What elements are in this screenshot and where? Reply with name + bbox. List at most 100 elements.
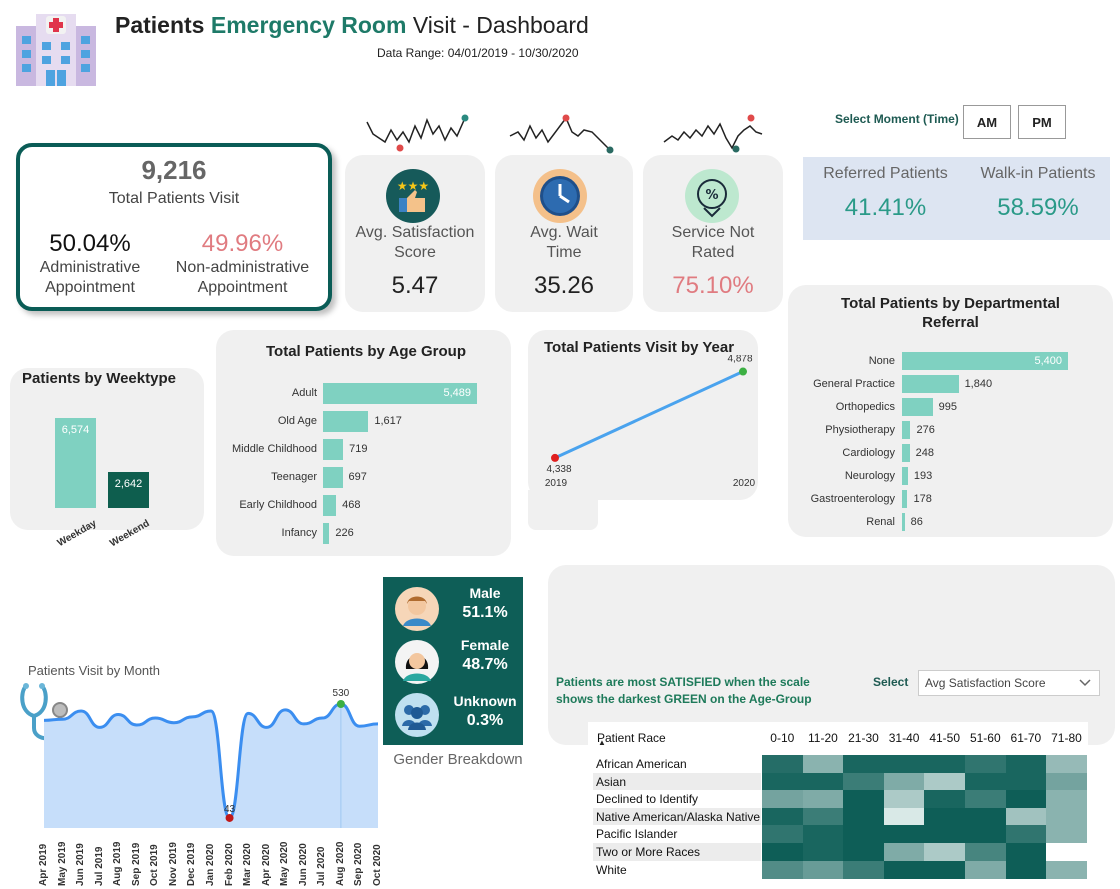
year-card [528,330,758,500]
heatmap-cell-4-1 [802,825,844,844]
kpi-label-1a: Avg. Satisfaction [355,224,475,241]
heatmap-cell-0-2 [843,755,885,774]
am-button[interactable]: AM [963,105,1011,139]
heatmap-cell-1-5 [965,772,1007,791]
monthly-area [44,704,378,828]
pm-button[interactable]: PM [1018,105,1066,139]
heatmap-cell-6-7 [1046,860,1088,879]
heatmap-cell-6-3 [883,860,925,879]
month-tick-16: Aug 2020 [334,841,346,886]
year-tick-0: 2019 [545,478,568,489]
dept-value-2: 995 [938,401,957,413]
dept-value-6: 178 [913,493,932,505]
department-title-1: Total Patients by Departmental [841,295,1060,312]
walkin-label: Walk-in Patients [980,165,1096,182]
dept-cat-1: General Practice [813,378,895,390]
age-bar-4 [323,495,337,516]
hospital-logo-icon [14,12,98,86]
admin-label-2: Appointment [45,279,135,296]
department-card [788,285,1113,537]
age-bar-2 [323,439,344,460]
monthly-min-point [225,813,234,822]
metric-select[interactable]: Avg Satisfaction Score [918,670,1100,696]
heatmap-col-0: 0-10 [770,731,795,745]
heatmap-col-3: 31-40 [888,731,920,745]
heatmap-note-2: shows the darkest GREEN on the Age-Group [556,692,812,706]
sparkline-not-rated [663,114,763,153]
total-visits-card [16,143,332,311]
heatmap-cell-4-6 [1005,825,1047,844]
month-tick-2: Jun 2019 [75,843,87,886]
heatmap-cell-1-2 [843,772,885,791]
age-cat-3: Teenager [271,471,317,483]
heatmap-cell-2-2 [843,790,885,809]
year-value-0: 4,338 [546,464,571,475]
dept-bar-1 [902,375,959,393]
dept-value-7: 86 [910,516,923,528]
heatmap-row-band-5 [593,843,761,861]
heatmap-cell-1-4 [924,772,966,791]
heatmap-note-1: Patients are most SATISFIED when the sca… [556,675,810,689]
heatmap-row-4: Pacific Islander [596,827,678,842]
monthly-title: Patients Visit by Month [28,663,160,678]
heatmap-col-4: 41-50 [929,731,961,745]
heatmap-cell-1-6 [1005,772,1047,791]
heatmap-cell-2-0 [762,790,804,809]
page-title: Patients Emergency Room Visit - Dashboar… [115,12,589,39]
sparkline-wait-time [509,114,614,154]
sparkline-satisfaction [366,114,469,152]
heatmap-cell-6-4 [924,860,966,879]
heatmap-cell-5-2 [843,843,885,862]
heatmap-cell-3-5 [965,807,1007,826]
monthly-max-label: 530 [333,688,350,699]
chevron-down-icon [1079,679,1091,687]
monthly-chart: 43 530 [43,688,379,828]
age-group-card [216,330,511,556]
sort-arrow-icon[interactable]: ▲ [598,738,606,747]
month-tick-8: Dec 2019 [186,842,198,886]
heatmap-cell-6-2 [843,860,885,879]
weektype-bar-0 [55,418,96,508]
year-point-1 [739,367,747,376]
dept-cat-4: Cardiology [842,447,895,459]
dept-bar-2 [902,398,933,416]
admin-pct: 50.04% [49,230,131,257]
male-avatar-icon [394,586,440,637]
dept-value-1: 1,840 [964,378,993,390]
month-tick-5: Sep 2019 [130,842,142,886]
month-tick-12: Apr 2020 [260,843,272,886]
age-bar-3 [323,467,343,488]
heatmap-cell-5-7 [1046,843,1088,862]
heatmap-row-band-1 [593,772,761,791]
dept-cat-6: Gastroenterology [810,493,895,505]
dept-value-0: 5,400 [1034,355,1062,367]
heatmap-cell-4-3 [883,825,925,844]
kpi-value-not-rated: 75.10% [672,272,754,299]
year-point-0 [551,453,559,462]
heatmap-cell-4-2 [843,825,885,844]
heatmap-cell-0-7 [1046,755,1088,774]
heatmap-cell-5-3 [883,843,925,862]
weektype-bar-1 [108,471,149,508]
heatmap-cell-3-7 [1046,807,1088,826]
dept-bar-7 [902,513,905,531]
age-cat-2: Middle Childhood [232,443,317,455]
title-part-2: Emergency Room [210,12,407,38]
age-value-0: 5,489 [443,387,471,399]
dept-value-3: 276 [916,424,935,436]
heatmap-cell-2-7 [1046,790,1088,809]
dept-bar-0 [902,352,1068,370]
department-title-2: Referral [922,314,979,331]
heatmap-cell-6-5 [965,860,1007,879]
heatmap-cell-1-0 [762,772,804,791]
select-label: Select [873,675,909,689]
heatmap-col-1: 11-20 [807,731,838,745]
heatmap-cell-2-6 [1005,790,1047,809]
referred-label: Referred Patients [823,165,948,182]
unknown-value: 0.3% [466,712,504,729]
dept-cat-0: None [868,355,895,367]
female-label: Female [460,637,510,653]
heatmap-cell-6-0 [762,860,804,879]
heatmap-cell-4-0 [762,825,804,844]
monthly-min-label: 43 [224,804,236,815]
